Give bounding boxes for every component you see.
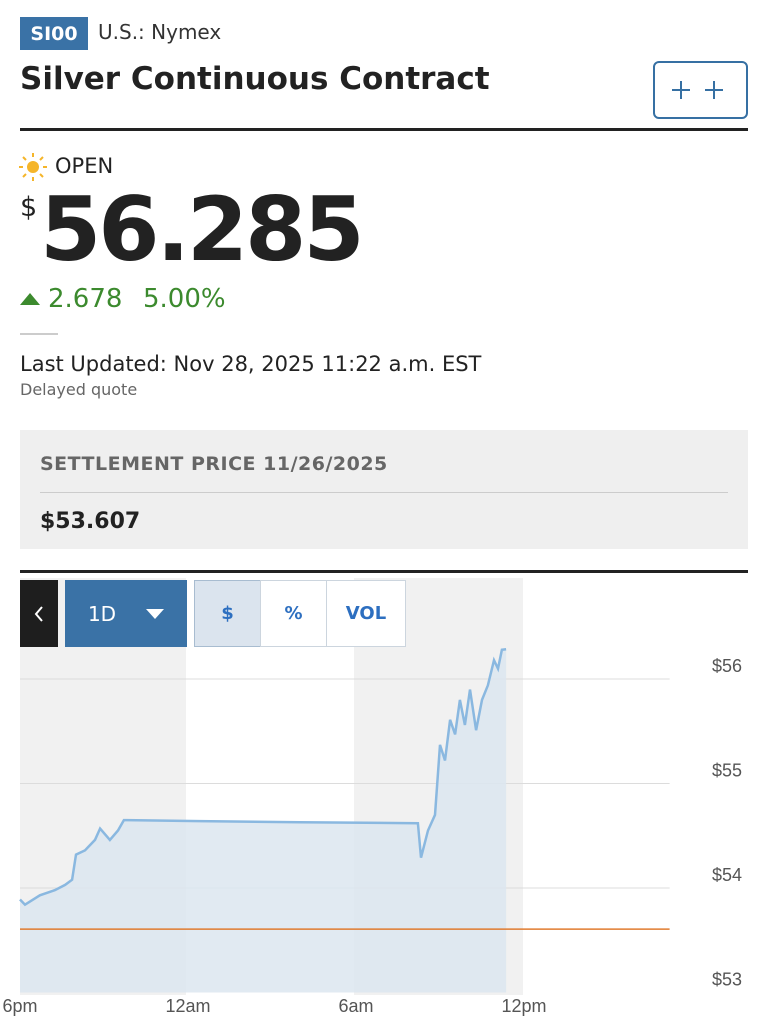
option-label: %: [284, 603, 303, 624]
x-tick-label: 6pm: [2, 996, 37, 1016]
area: [20, 649, 507, 993]
settlement-box: SETTLEMENT PRICE 11/26/2025 $53.607: [20, 430, 748, 549]
option-button[interactable]: $: [194, 580, 261, 647]
option-button[interactable]: VOL: [326, 580, 406, 647]
dropdown-arrow: [146, 608, 165, 619]
delayed-note: Delayed quote: [20, 380, 138, 399]
sun-icon: [19, 153, 47, 181]
range-select[interactable]: 1D: [65, 580, 187, 647]
y-tick-label: $54: [712, 865, 742, 885]
line: [19, 648, 507, 907]
symbol-badge: SI00: [20, 17, 88, 50]
option-label: VOL: [345, 603, 387, 624]
divider: [20, 333, 58, 335]
y-tick-label: $55: [712, 760, 742, 780]
x-tick-label: 6am: [338, 996, 373, 1016]
settlement-label: SETTLEMENT PRICE 11/26/2025: [40, 453, 388, 475]
settlement-divider: [40, 492, 728, 493]
back-button[interactable]: [20, 580, 58, 647]
price: 56.285: [40, 178, 365, 281]
y-tick-label: $56: [712, 656, 742, 676]
y-tick-label: $53: [712, 969, 742, 989]
up-arrow: [20, 293, 40, 305]
chevron-left: [34, 605, 43, 622]
x-tick-label: 12am: [165, 996, 210, 1016]
exchange: U.S.: Nymex: [98, 20, 222, 44]
option-label: $: [221, 603, 234, 624]
plus-icons: [672, 81, 723, 99]
change-percent: 5.00%: [143, 284, 226, 314]
change: 2.678: [48, 284, 123, 314]
option-button[interactable]: %: [260, 580, 327, 647]
market-status: OPEN: [55, 154, 114, 178]
symbol: SI00: [30, 22, 78, 45]
add-watchlist-button[interactable]: [653, 61, 748, 119]
chart-rule: [20, 570, 748, 573]
range-label: 1D: [87, 601, 117, 626]
settlement-price: $53.607: [40, 509, 141, 534]
currency: $: [20, 192, 38, 223]
top-rule: [20, 128, 748, 131]
x-tick-label: 12pm: [501, 996, 546, 1016]
last-updated: Last Updated: Nov 28, 2025 11:22 a.m. ES…: [20, 352, 482, 376]
chart: $53 $54 $55 $56 6pm 12am 6am 12pm: [2, 578, 742, 1016]
title: Silver Continuous Contract: [20, 61, 490, 97]
